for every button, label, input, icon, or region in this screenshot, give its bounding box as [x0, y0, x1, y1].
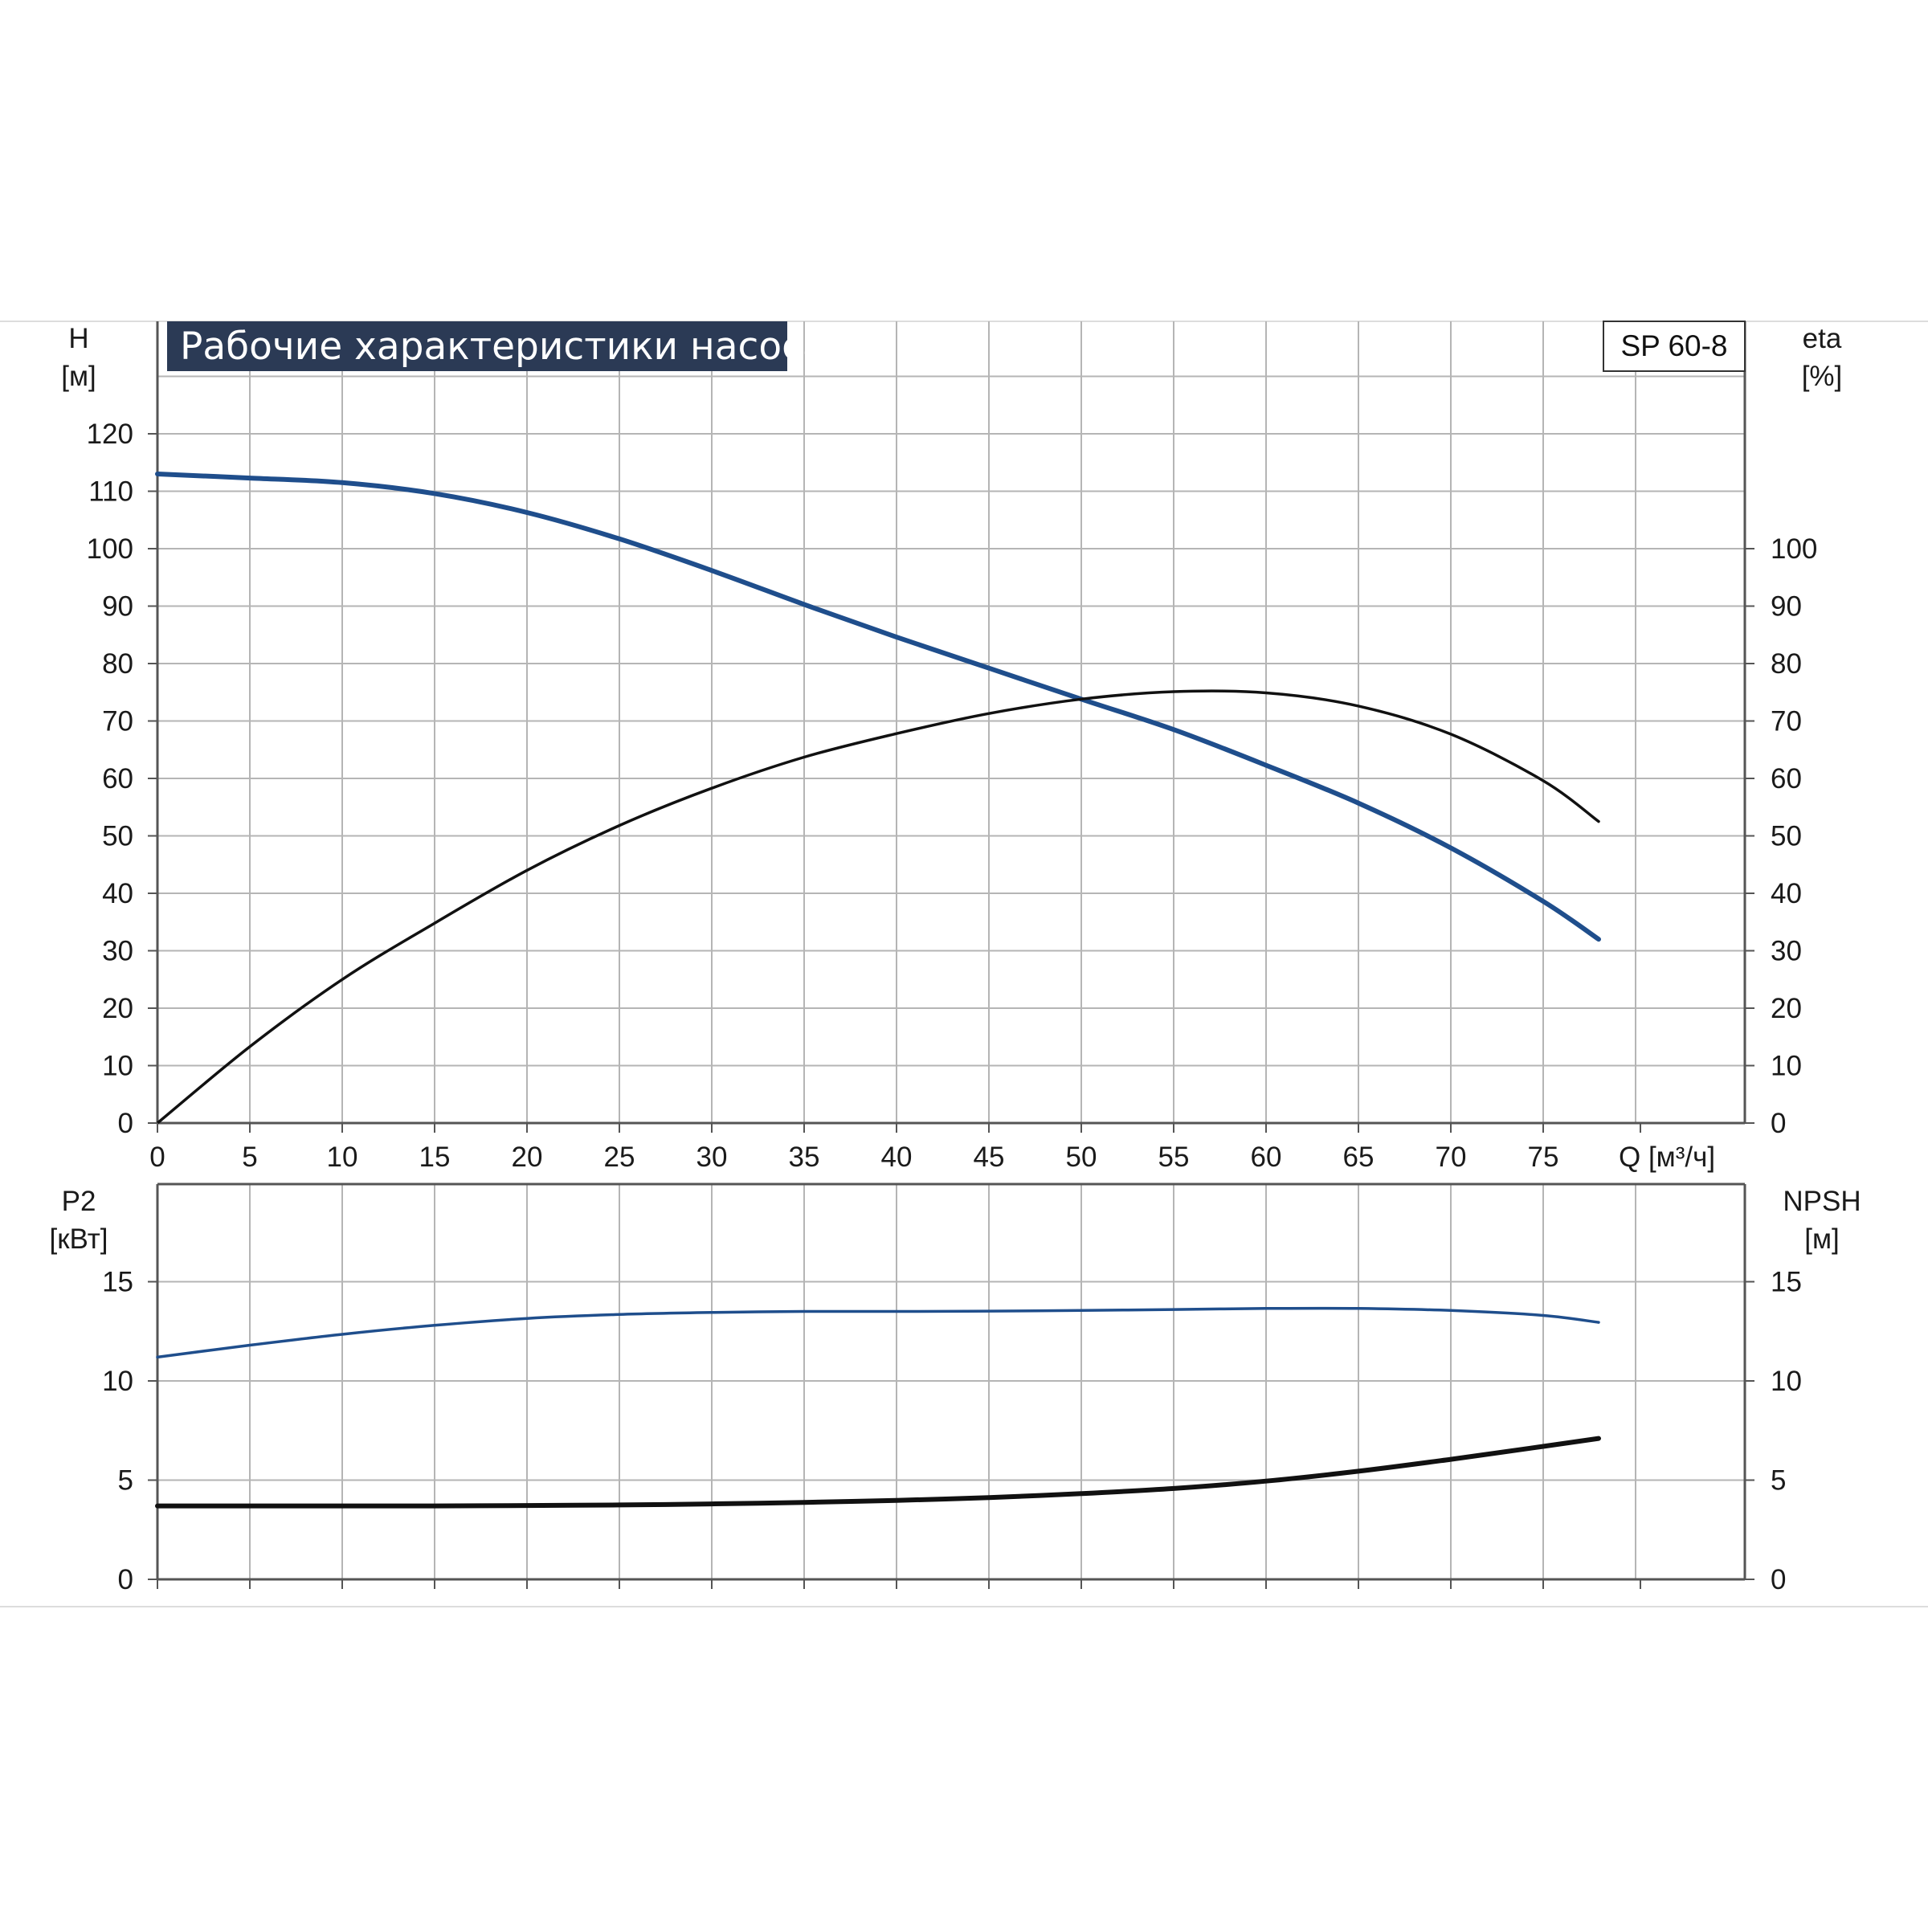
bottom-y-left-tick-label: 5	[118, 1465, 133, 1497]
top-x-tick-label: 50	[1066, 1142, 1097, 1173]
top-y-left-tick-label: 40	[102, 878, 133, 909]
bottom-y-right-title: NPSH	[1783, 1186, 1861, 1217]
top-x-tick-label: 10	[327, 1142, 358, 1173]
top-y-left-tick-label: 80	[102, 648, 133, 680]
top-x-tick-label: 70	[1436, 1142, 1467, 1173]
top-x-tick-label: 25	[604, 1142, 635, 1173]
top-curve-eta	[156, 689, 1600, 1125]
bottom-curve-npsh	[155, 1436, 1601, 1509]
top-y-left-tick-label: 20	[102, 993, 133, 1024]
bottom-y-right-tick-label: 5	[1771, 1465, 1786, 1497]
bottom-y-left-tick-label: 15	[102, 1267, 133, 1298]
top-y-left-tick-label: 60	[102, 763, 133, 794]
top-x-tick-label: 20	[512, 1142, 543, 1173]
bottom-y-left-tick-label: 10	[102, 1366, 133, 1397]
model-box	[1603, 321, 1746, 372]
bottom-curve-p2	[156, 1306, 1600, 1359]
top-y-left-unit: [м]	[61, 361, 96, 392]
top-y-right-title: eta	[1803, 323, 1842, 354]
bottom-y-left-title: P2	[62, 1186, 96, 1217]
top-y-right-unit: [%]	[1802, 361, 1843, 392]
top-y-left-title: H	[68, 323, 88, 354]
top-y-left-tick-label: 100	[87, 533, 133, 565]
top-y-right-tick-label: 40	[1771, 878, 1802, 909]
top-x-tick-label: 55	[1158, 1142, 1190, 1173]
top-y-right-tick-label: 0	[1771, 1108, 1786, 1139]
top-y-left-tick-label: 10	[102, 1051, 133, 1082]
top-x-tick-label: 65	[1343, 1142, 1375, 1173]
top-y-right-tick-label: 70	[1771, 706, 1802, 737]
bottom-y-right-tick-label: 0	[1771, 1564, 1786, 1595]
top-x-tick-label: 15	[419, 1142, 451, 1173]
model-label: SP 60-8	[1620, 329, 1727, 362]
top-y-right-tick-label: 50	[1771, 821, 1802, 852]
top-y-right-tick-label: 60	[1771, 763, 1802, 794]
top-y-right-tick-label: 90	[1771, 591, 1802, 623]
bottom-y-right-tick-label: 15	[1771, 1267, 1802, 1298]
top-curve-h	[155, 472, 1601, 942]
top-x-tick-label: 40	[881, 1142, 913, 1173]
top-y-left-tick-label: 30	[102, 936, 133, 967]
top-x-tick-label: 45	[974, 1142, 1005, 1173]
top-x-tick-label: 60	[1251, 1142, 1282, 1173]
top-y-left-tick-label: 0	[118, 1108, 133, 1139]
top-y-left-tick-label: 120	[87, 419, 133, 450]
top-x-tick-label: 35	[789, 1142, 820, 1173]
top-x-tick-label: 0	[149, 1142, 165, 1173]
top-y-right-tick-label: 20	[1771, 993, 1802, 1024]
top-x-tick-label: 5	[242, 1142, 257, 1173]
bottom-y-right-unit: [м]	[1804, 1223, 1840, 1255]
top-y-left-tick-label: 110	[88, 476, 133, 508]
top-y-right-tick-label: 10	[1771, 1051, 1802, 1082]
top-y-right-tick-label: 100	[1771, 533, 1817, 565]
bottom-y-right-tick-label: 10	[1771, 1366, 1802, 1397]
top-x-title: Q [м³/ч]	[1619, 1142, 1715, 1173]
top-y-left-tick-label: 70	[102, 706, 133, 737]
top-y-left-tick-label: 90	[102, 591, 133, 623]
bottom-y-left-unit: [кВт]	[50, 1223, 108, 1255]
top-y-right-tick-label: 30	[1771, 936, 1802, 967]
top-x-tick-label: 30	[696, 1142, 728, 1173]
top-x-tick-label: 75	[1528, 1142, 1559, 1173]
top-y-right-tick-label: 80	[1771, 648, 1802, 680]
bottom-y-left-tick-label: 0	[118, 1564, 133, 1595]
chart-title: Рабочие характеристики насоса	[180, 325, 826, 369]
title-banner	[167, 321, 787, 371]
top-y-left-tick-label: 50	[102, 821, 133, 852]
